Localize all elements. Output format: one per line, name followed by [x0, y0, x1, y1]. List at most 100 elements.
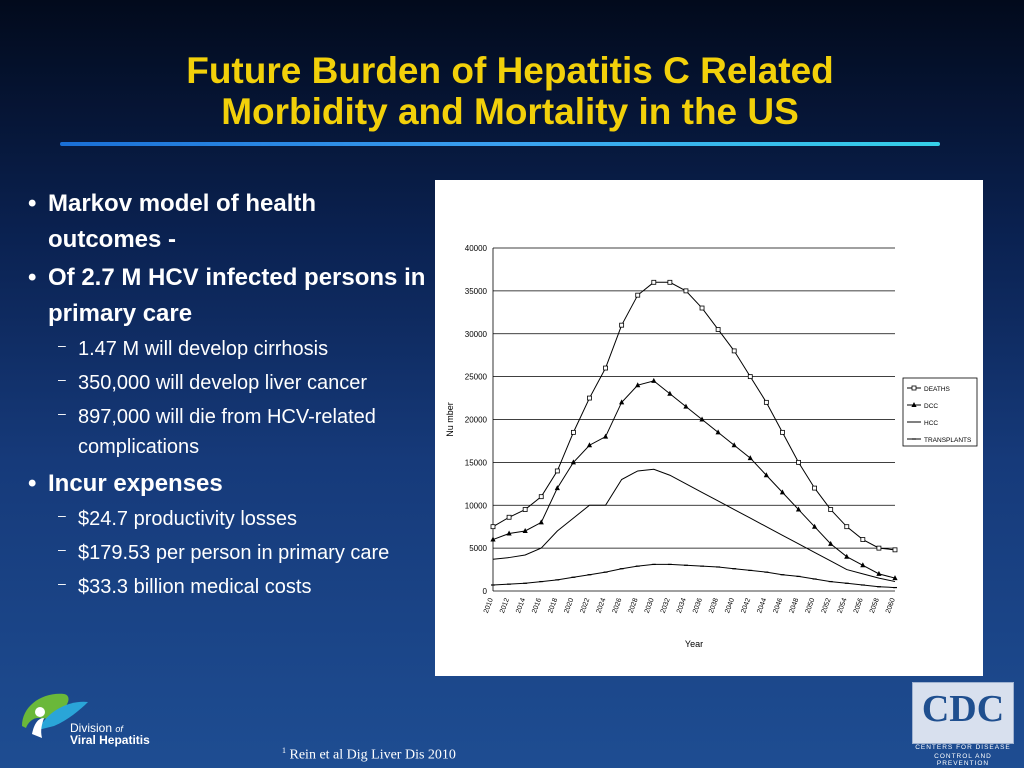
- dash-icon: –: [58, 541, 66, 557]
- data-point-deaths: [554, 468, 560, 474]
- bullet-item: • Markov model of health outcomes -: [28, 186, 433, 258]
- logo-division-label: Division of: [70, 721, 123, 735]
- legend-label: DCC: [924, 403, 938, 410]
- data-point-dcc: [602, 433, 609, 439]
- sub-bullet-item: –1.47 M will develop cirrhosis: [28, 334, 433, 364]
- data-point-deaths: [587, 395, 592, 401]
- line-chart: 0 5000 10000 15000 20000 25000 30000 35000 40000…: [445, 244, 978, 649]
- cdc-caption-line-1: CENTERS FOR DISEASE: [915, 744, 1011, 751]
- data-point-dcc: [812, 523, 818, 529]
- data-point-dcc: [635, 382, 641, 388]
- y-tick-label: 20000: [465, 416, 488, 425]
- data-point-dcc: [619, 399, 625, 405]
- data-point-dcc: [715, 429, 721, 435]
- x-axis-label: Year: [685, 639, 703, 649]
- x-tick-label: 2052: [821, 597, 833, 614]
- x-tick-label: 2042: [740, 597, 752, 614]
- bullet-dot-icon: •: [28, 190, 37, 217]
- x-tick-label: 2048: [788, 597, 800, 614]
- data-point-dcc: [860, 562, 866, 568]
- data-point-dcc: [490, 536, 496, 542]
- cdc-logo: CDC: [912, 682, 1014, 744]
- dash-icon: –: [58, 575, 66, 591]
- cdc-caption-line-2: CONTROL AND PREVENTION: [934, 753, 992, 767]
- data-point-deaths: [651, 279, 657, 285]
- viral-hepatitis-logo: [22, 693, 88, 738]
- legend-marker: [911, 385, 917, 391]
- sub-bullet-item: – $24.7 productivity losses: [28, 504, 433, 534]
- series-line-dcc: [492, 380, 896, 579]
- logo-viral-hepatitis-label: Viral Hepatitis: [70, 733, 150, 747]
- x-tick-label: 2022: [579, 597, 591, 614]
- data-point-dcc: [892, 575, 898, 581]
- legend-marker: [911, 402, 917, 407]
- legend-label: DEATHS: [924, 386, 951, 393]
- sub-bullet-item: – $179.53 per person in primary care: [28, 538, 433, 568]
- x-tick-label: 2046: [772, 597, 784, 614]
- x-tick-label: 2032: [660, 597, 672, 614]
- data-point-deaths: [892, 547, 898, 553]
- title-underline: [60, 142, 940, 146]
- data-point-deaths: [619, 322, 625, 328]
- data-point-deaths: [796, 459, 801, 465]
- y-tick-label: 0: [483, 587, 488, 596]
- dash-icon: –: [58, 371, 66, 387]
- title-line-1: Future Burden of Hepatitis C Related: [186, 50, 834, 91]
- sub-bullet-text: 897,000 will die from HCV-related compli…: [78, 406, 376, 458]
- cdc-logo-letters: CDC: [921, 688, 1005, 730]
- bullet-item: • Of 2.7 M HCV infected persons in primar…: [28, 260, 433, 332]
- y-tick-label: 10000: [465, 501, 488, 510]
- x-tick-label: 2040: [724, 597, 736, 614]
- sub-bullet-text: 1.47 M will develop cirrhosis: [78, 338, 329, 360]
- logo-figure-head-icon: [35, 707, 45, 717]
- citation-text: Rein et al Dig Liver Dis 2010: [289, 747, 456, 763]
- y-axis-label: Nu mber: [445, 402, 455, 437]
- data-point-deaths: [812, 485, 818, 491]
- data-point-dcc: [683, 403, 689, 409]
- y-tick-label: 30000: [465, 330, 488, 339]
- chart-panel: 0 5000 10000 15000 20000 25000 30000 35000 40000…: [435, 180, 983, 676]
- logo-figure-body-icon: [32, 718, 44, 738]
- citation: 1 Rein et al Dig Liver Dis 2010: [282, 746, 456, 763]
- data-point-dcc: [522, 527, 528, 533]
- x-tick-label: 2018: [547, 597, 559, 614]
- x-tick-label: 2054: [837, 597, 849, 614]
- data-point-deaths: [506, 514, 512, 520]
- x-tick-label: 2010: [483, 597, 495, 614]
- sub-bullet-text: 350,000 will develop liver cancer: [78, 372, 368, 394]
- sub-bullet-text: $179.53 per person in primary care: [78, 542, 390, 564]
- x-tick-label: 2058: [869, 597, 881, 614]
- data-point-deaths: [522, 507, 528, 512]
- bullet-item: • Incur expenses: [28, 466, 433, 502]
- x-tick-label: 2026: [612, 597, 624, 614]
- x-tick-label: 2050: [805, 597, 817, 614]
- data-point-dcc: [731, 442, 737, 448]
- data-point-dcc: [795, 506, 802, 512]
- x-tick-label: 2028: [628, 597, 640, 614]
- data-point-deaths: [780, 429, 785, 435]
- title-line-2: Morbidity and Mortality in the US: [221, 91, 799, 132]
- data-point-deaths: [747, 374, 753, 380]
- data-point-deaths: [699, 305, 705, 311]
- data-point-dcc: [844, 553, 850, 559]
- x-tick-label: 2012: [499, 597, 511, 614]
- slide-title: Future Burden of Hepatitis C Related Mor…: [60, 50, 960, 132]
- dash-icon: –: [58, 337, 66, 353]
- data-point-dcc: [538, 519, 544, 525]
- data-point-dcc: [506, 530, 512, 536]
- data-point-deaths: [876, 545, 882, 551]
- sub-bullet-item: –350,000 will develop liver cancer: [28, 368, 433, 398]
- bullet-text: Markov model of health outcomes -: [48, 190, 317, 253]
- data-point-deaths: [731, 348, 737, 354]
- legend-label: TRANSPLANTS: [924, 437, 972, 444]
- x-tick-label: 2034: [676, 597, 688, 614]
- data-point-dcc: [828, 540, 834, 546]
- x-tick-label: 2014: [515, 597, 527, 614]
- x-tick-label: 2024: [596, 597, 608, 614]
- data-point-dcc: [779, 489, 786, 495]
- y-tick-label: 40000: [465, 244, 488, 253]
- bullet-text: Incur expenses: [48, 470, 223, 497]
- bullet-text: Of 2.7 M HCV infected persons in primary…: [48, 264, 426, 327]
- data-point-deaths: [763, 399, 769, 405]
- series-line-deaths: [492, 281, 896, 551]
